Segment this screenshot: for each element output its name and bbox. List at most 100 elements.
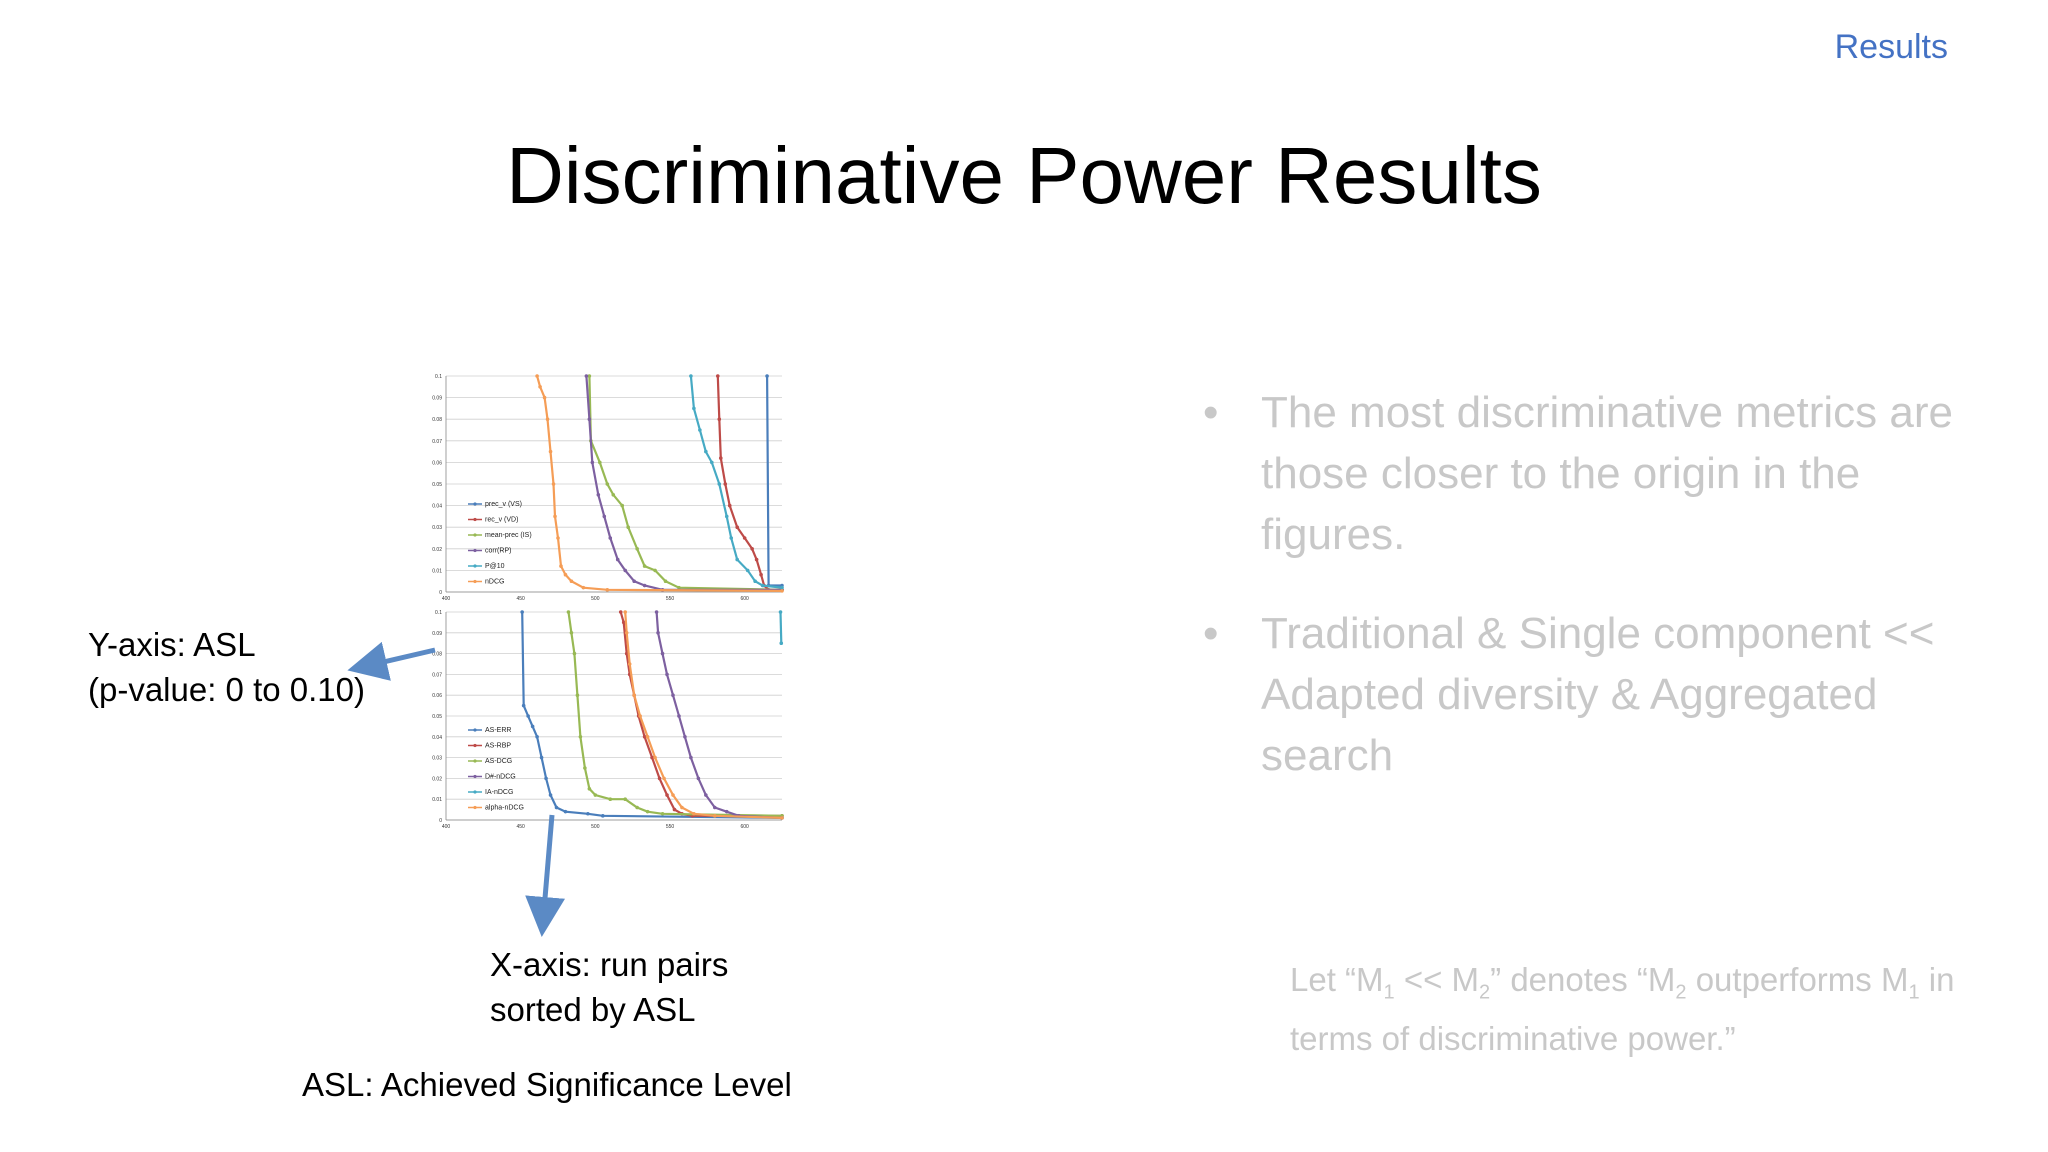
bullet-dot: • — [1203, 388, 1219, 437]
data-point — [759, 572, 763, 577]
bullet-dot: • — [1203, 609, 1219, 658]
note-sub: 2 — [1675, 981, 1687, 1004]
data-point — [538, 385, 542, 389]
y-tick-label: 0.08 — [432, 417, 442, 423]
data-point — [601, 814, 605, 818]
data-point — [578, 735, 583, 739]
data-point — [780, 816, 784, 820]
x-tick-label: 500 — [591, 824, 600, 830]
data-point — [572, 651, 577, 656]
data-point — [556, 536, 560, 540]
y-tick-label: 0.08 — [432, 652, 442, 658]
chart-panel-1: 0 0.01 0.02 0.03 0.04 0.05 0.06 0.07 0.08 0.09 0.1… — [432, 374, 784, 602]
data-point — [742, 536, 747, 540]
data-point — [692, 811, 696, 816]
legend-label: rec_v (VD) — [485, 517, 518, 524]
data-point — [635, 547, 639, 551]
data-point — [626, 525, 630, 529]
data-point — [683, 735, 687, 739]
data-point — [520, 610, 524, 614]
data-point — [754, 557, 759, 562]
y-tick-label: 0.02 — [432, 547, 442, 553]
section-label: Results — [1834, 28, 1948, 66]
x-tick-label: 600 — [740, 824, 749, 830]
data-point — [660, 811, 665, 816]
legend-label: IA-nDCG — [485, 789, 513, 796]
data-point — [715, 374, 720, 378]
data-point — [671, 793, 675, 797]
data-point — [623, 797, 627, 801]
series-line — [655, 611, 783, 819]
legend-marker — [473, 502, 477, 506]
legend-label: corr(RP) — [485, 548, 511, 555]
data-point — [696, 776, 701, 781]
data-point — [623, 610, 627, 614]
data-point — [530, 724, 535, 729]
data-point — [650, 755, 654, 760]
data-point — [632, 579, 636, 583]
legend-marker — [473, 743, 477, 748]
data-point — [608, 797, 613, 801]
y-tick-label: 0.1 — [435, 610, 442, 616]
data-point — [615, 557, 620, 562]
legend-marker — [473, 805, 477, 810]
data-point — [645, 735, 650, 739]
legend-marker — [473, 564, 477, 568]
data-point — [596, 493, 601, 497]
y-tick-label: 0.07 — [432, 672, 442, 678]
data-point — [656, 631, 660, 635]
series-line — [766, 375, 782, 587]
y-tick-label: 0 — [439, 590, 442, 596]
y-tick-label: 0.06 — [432, 460, 442, 466]
data-point — [621, 620, 626, 625]
legend-label: mean-prec (IS) — [485, 532, 532, 539]
data-point — [590, 460, 595, 465]
data-point — [583, 766, 587, 770]
data-point — [611, 493, 616, 497]
data-point — [654, 610, 659, 614]
data-point — [535, 374, 539, 378]
data-point — [554, 805, 559, 810]
x-tick-label: 600 — [740, 596, 749, 602]
legend-marker — [473, 759, 477, 763]
data-point — [710, 460, 714, 465]
legend-marker — [473, 579, 477, 584]
y-tick-label: 0.06 — [432, 693, 442, 699]
bullet-list: • The most discriminative metrics are th… — [1203, 382, 1963, 824]
y-tick-label: 0.07 — [432, 439, 442, 445]
data-point — [677, 585, 681, 590]
chart-panel-2: 0 0.01 0.02 0.03 0.04 0.05 0.06 0.07 0.08 0.09 0.1… — [432, 610, 784, 830]
legend-marker — [473, 517, 477, 522]
x-tick-label: 550 — [666, 596, 675, 602]
x-tick-label: 400 — [442, 824, 451, 830]
x-tick-label: 450 — [516, 596, 525, 602]
charts: 0 0.01 0.02 0.03 0.04 0.05 0.06 0.07 0.08 0.09 0.1… — [432, 374, 784, 830]
x-tick-label: 550 — [666, 824, 675, 830]
data-point — [581, 585, 586, 590]
asl-footnote: ASL: Achieved Significance Level — [302, 1066, 792, 1103]
series-line — [716, 375, 782, 591]
legend-marker — [473, 774, 477, 779]
note-text: << M — [1394, 961, 1480, 998]
y-axis-annotation-line-1: Y-axis: ASL — [88, 626, 256, 663]
y-tick-label: 0.05 — [432, 482, 442, 488]
data-point — [605, 482, 610, 486]
data-point — [627, 662, 632, 666]
data-point — [723, 482, 728, 486]
y-tick-label: 0.09 — [432, 396, 442, 402]
data-point — [563, 572, 568, 577]
data-point — [753, 579, 757, 583]
note-text: outperforms M — [1686, 961, 1909, 998]
note-sub: 1 — [1383, 981, 1395, 1004]
x-tick-label: 500 — [591, 596, 600, 602]
data-point — [618, 610, 623, 614]
legend-label: prec_v (VS) — [485, 501, 522, 508]
data-point — [569, 631, 574, 635]
data-point — [632, 693, 636, 697]
data-point — [545, 417, 550, 421]
data-point — [704, 793, 708, 797]
data-point — [692, 406, 696, 411]
data-point — [521, 703, 526, 708]
bullet-item: • The most discriminative metrics are th… — [1203, 382, 1963, 565]
